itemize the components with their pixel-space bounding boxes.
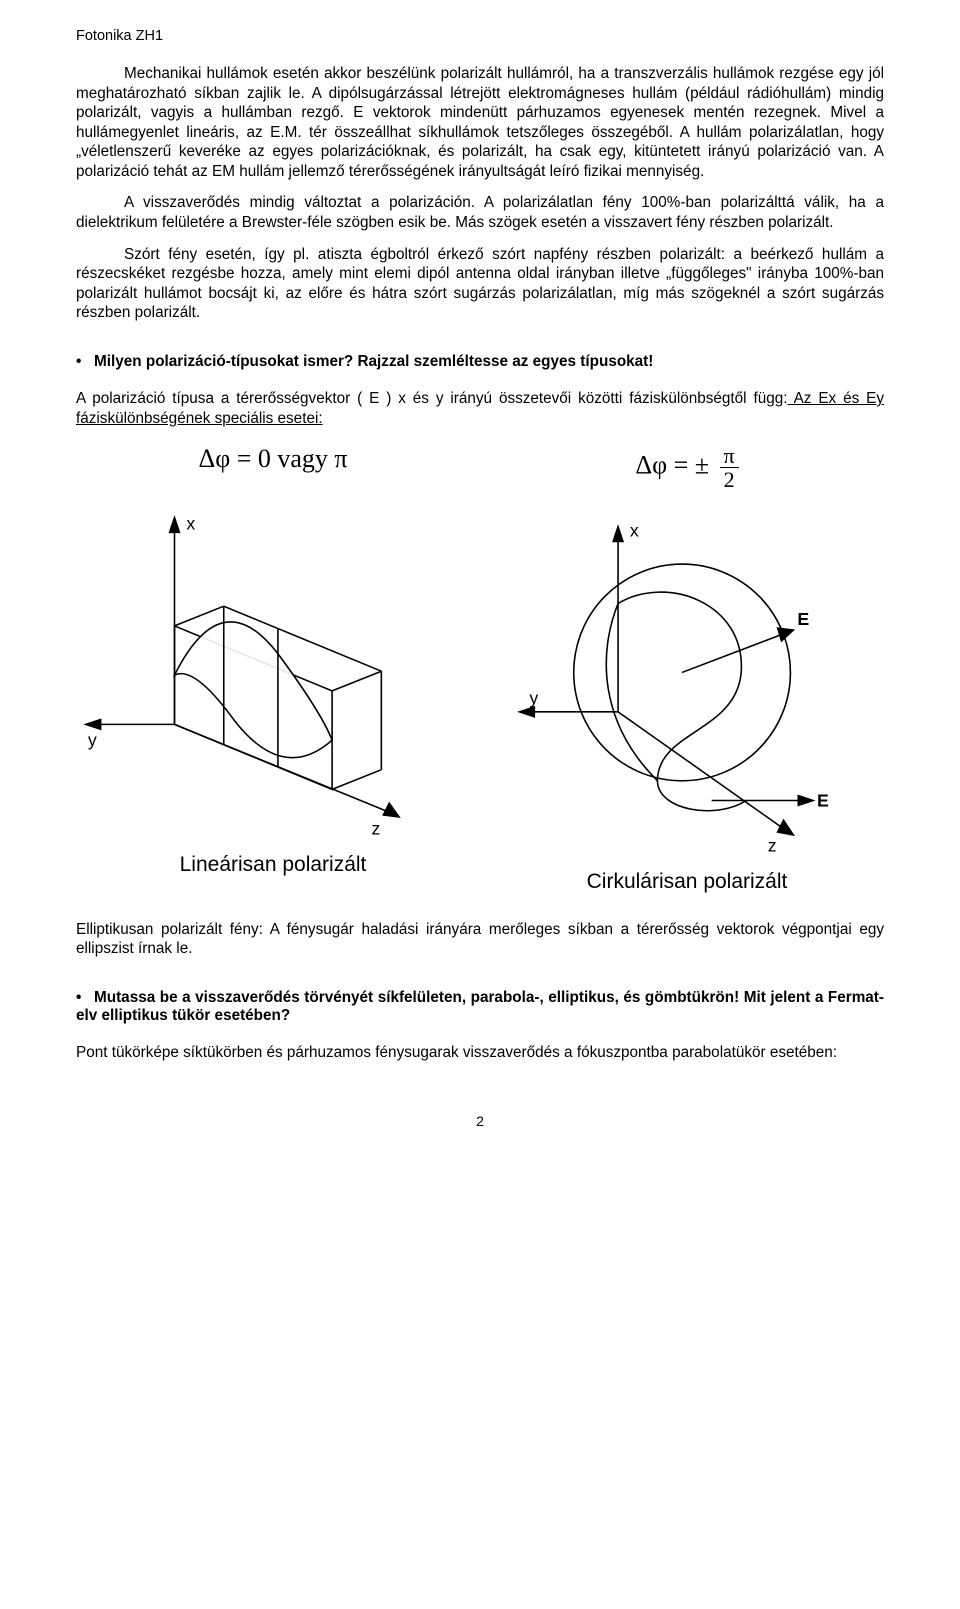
question-1-intro: A polarizáció típusa a térerősségvektor … — [76, 389, 884, 428]
paragraph-1: Mechanikai hullámok esetén akkor beszélü… — [76, 64, 884, 181]
q1-intro-a: A polarizáció típusa a térerősségvektor … — [76, 390, 788, 407]
axis-y-label-r: y — [529, 688, 538, 708]
equation-circular: Δφ = ± π 2 — [635, 444, 738, 491]
bullet-dot-2: • — [76, 989, 94, 1007]
axis-x-label-r: x — [630, 521, 639, 541]
doc-header: Fotonika ZH1 — [76, 28, 884, 44]
caption-linear: Lineárisan polarizált — [180, 853, 367, 877]
equation-linear: Δφ = 0 vagy π — [198, 444, 347, 474]
axis-z-label: z — [371, 819, 380, 839]
vector-e-bottom: E — [817, 791, 829, 811]
question-1: •Milyen polarizáció-típusokat ismer? Raj… — [76, 353, 884, 371]
question-2: •Mutassa be a visszaverődés törvényét sí… — [76, 989, 884, 1025]
caption-circular: Cirkulárisan polarizált — [587, 870, 788, 894]
figure-row: Δφ = 0 vagy π — [76, 444, 884, 894]
question-2a: Mutassa be a visszaverődés törvényét sík… — [94, 989, 739, 1006]
bullet-dot: • — [76, 353, 94, 371]
axis-x-label: x — [186, 513, 195, 533]
paragraph-2: A visszaverődés mindig változtat a polar… — [76, 193, 884, 232]
eq-circ-fraction: π 2 — [720, 444, 739, 491]
figure-circular: Δφ = ± π 2 — [490, 444, 884, 894]
eq-circ-num: π — [720, 444, 739, 468]
paragraph-last: Pont tükörképe síktükörben és párhuzamos… — [76, 1043, 884, 1063]
paragraph-3: Szórt fény esetén, így pl. atiszta égbol… — [76, 245, 884, 323]
vector-e-top: E — [797, 609, 809, 629]
paragraph-elliptic: Elliptikusan polarizált fény: A fénysugá… — [76, 920, 884, 959]
eq-circ-den: 2 — [720, 468, 739, 491]
eq-circ-prefix: Δφ = ± — [635, 451, 709, 480]
circular-diagram: x y z E E — [490, 505, 884, 860]
question-1-text: Milyen polarizáció-típusokat ismer? Rajz… — [94, 353, 653, 370]
axis-y-label: y — [88, 730, 97, 750]
axis-z-label-r: z — [768, 836, 777, 856]
page-number: 2 — [76, 1113, 884, 1129]
figure-linear: Δφ = 0 vagy π — [76, 444, 470, 877]
linear-diagram: x y z — [76, 488, 470, 843]
